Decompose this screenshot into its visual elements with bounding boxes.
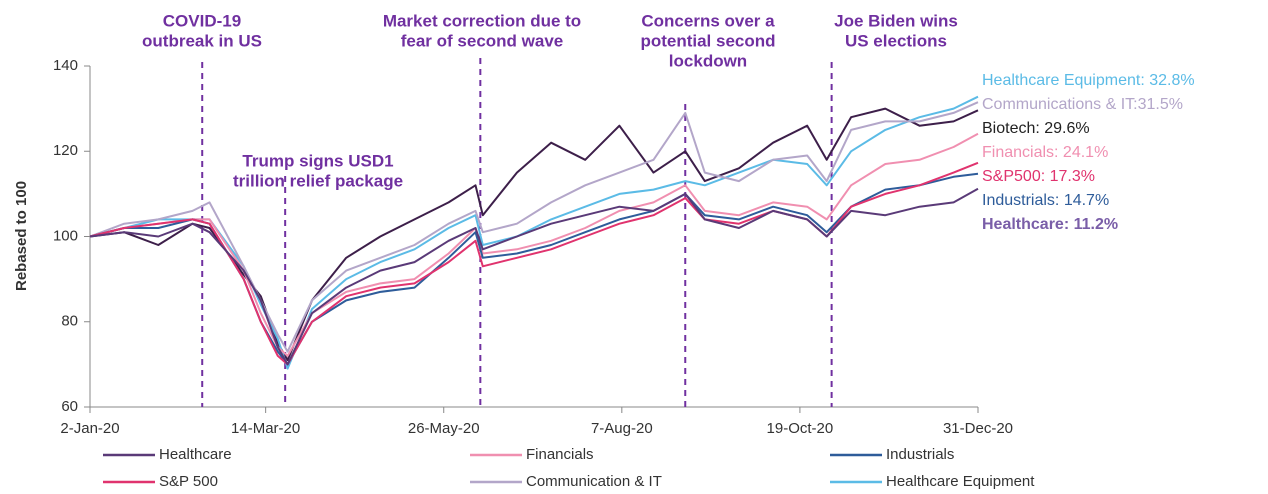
end-label: Healthcare Equipment: 32.8% [982,72,1195,89]
y-tick-label: 100 [53,227,78,244]
end-label: Communications & IT:31.5% [982,96,1183,113]
annotation-text: COVID-19 [163,11,241,30]
legend-label: Industrials [886,446,954,463]
line-series [89,187,979,366]
x-tick-label: 2-Jan-20 [60,420,119,437]
annotation-text: Concerns over a [641,11,775,30]
y-axis-label: Rebased to 100 [13,181,30,291]
line-series [89,95,979,370]
annotation-text: US elections [845,31,947,50]
legend-label: Healthcare Equipment [886,473,1035,490]
annotation-text: lockdown [669,51,747,70]
line-series [89,101,979,353]
annotation-text: potential second [640,31,775,50]
end-label: Healthcare: 11.2% [982,216,1118,233]
x-tick-label: 7-Aug-20 [591,420,653,437]
y-tick-label: 80 [61,313,78,330]
end-label: Biotech: 29.6% [982,120,1090,137]
x-tick-label: 31-Dec-20 [943,420,1013,437]
y-tick-label: 120 [53,142,78,159]
legend-label: Communication & IT [526,473,662,490]
end-label: Industrials: 14.7% [982,192,1109,209]
annotation-text: Trump signs USD1 [242,151,393,170]
legend-label: S&P 500 [159,473,218,490]
line-series [89,107,979,362]
line-series [89,132,979,357]
legend-label: Financials [526,446,594,463]
annotation-text: Joe Biden wins [834,11,958,30]
x-tick-label: 14-Mar-20 [231,420,300,437]
x-tick-label: 26-May-20 [408,420,480,437]
annotation-text: outbreak in US [142,31,262,50]
y-tick-label: 60 [61,398,78,415]
line-series [89,172,979,366]
annotation-text: fear of second wave [401,31,564,50]
annotation-text: trillion relief package [233,171,403,190]
end-label: Financials: 24.1% [982,144,1108,161]
y-tick-label: 140 [53,57,78,74]
end-label: S&P500: 17.3% [982,168,1095,185]
legend-label: Healthcare [159,446,232,463]
x-tick-label: 19-Oct-20 [767,420,834,437]
annotation-text: Market correction due to [383,11,581,30]
